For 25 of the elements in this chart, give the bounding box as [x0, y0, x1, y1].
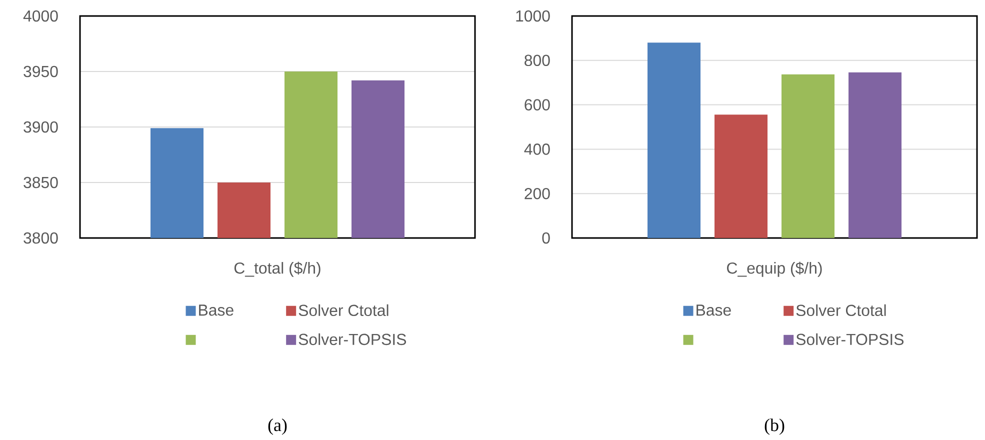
y-tick-label: 1000 — [516, 10, 550, 22]
x-tick-label: C_equip ($/h) — [727, 262, 822, 277]
y-tick-label: 3850 — [24, 176, 58, 188]
text: (a) — [268, 418, 287, 435]
legend-label: Solver-TOPSIS — [298, 333, 406, 346]
legend-label: Base — [199, 304, 234, 316]
legend-label: Solver-TOPSIS — [796, 333, 904, 346]
text: (b) — [764, 418, 784, 435]
y-tick-label: 4000 — [23, 10, 58, 22]
y-tick-label: 800 — [524, 54, 550, 66]
legend-label: Solver Ctotal — [298, 304, 388, 316]
bar — [848, 72, 902, 238]
y-tick-label: 200 — [524, 188, 550, 200]
bar — [714, 114, 768, 238]
x-tick-label: C_total ($/h) — [234, 262, 320, 277]
y-tick-label: 3800 — [24, 232, 58, 244]
legend-label: Base — [696, 304, 731, 316]
bar — [648, 42, 701, 238]
y-tick-label: 3900 — [24, 121, 58, 133]
y-tick-label: 3950 — [24, 66, 58, 78]
legend-label: Solver Ctotal — [796, 304, 886, 316]
bar — [782, 74, 835, 238]
y-tick-label: 600 — [524, 99, 550, 110]
y-tick-label: 400 — [524, 144, 550, 155]
y-tick-label: 0 — [542, 232, 550, 244]
